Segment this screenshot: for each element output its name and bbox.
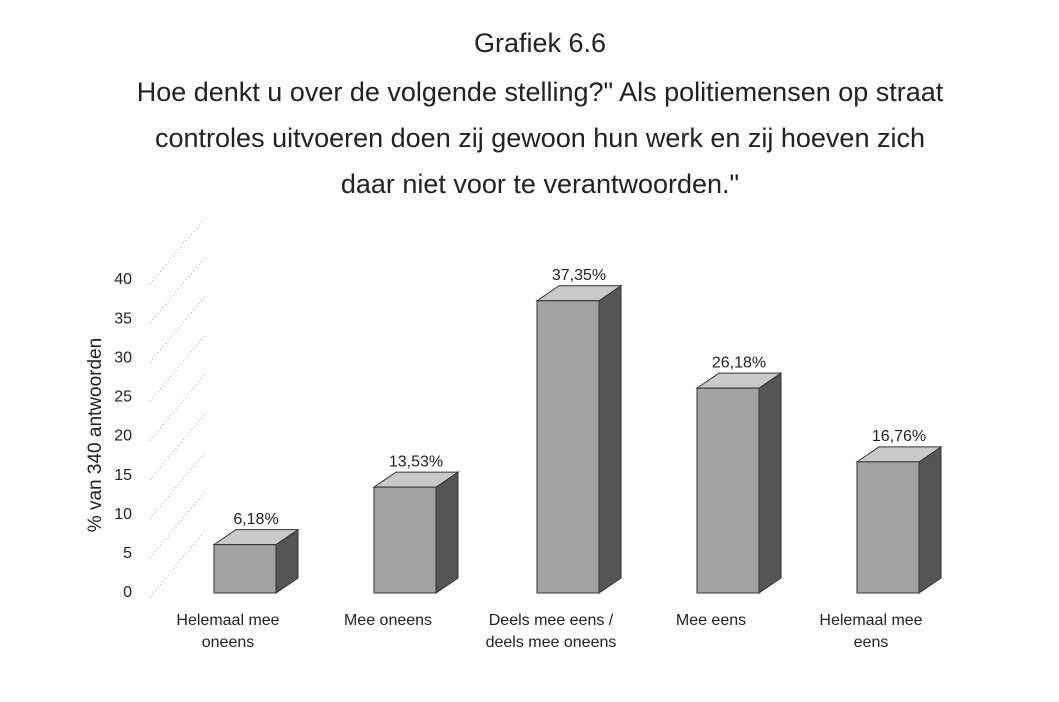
data-label: 6,18%: [233, 511, 278, 528]
bar: [856, 461, 920, 594]
bar: [373, 486, 437, 594]
grid-line: [149, 491, 206, 559]
y-tick-label: 15: [114, 467, 132, 484]
x-tick-label: Deels mee eens / deels mee oneens: [485, 612, 617, 651]
bar-side: [598, 284, 622, 594]
x-tick-label: Mee eens: [675, 612, 747, 629]
y-tick-label: 0: [123, 584, 132, 601]
grid-line: [149, 452, 206, 520]
chart-subtitle: Hoe denkt u over de volgende stelling?" …: [136, 77, 944, 199]
grid-line: [149, 256, 206, 324]
data-label: 16,76%: [872, 428, 926, 445]
bar-side: [758, 372, 782, 594]
grid-line: [149, 530, 206, 598]
bar-side: [918, 445, 942, 594]
data-label: 26,18%: [712, 354, 766, 371]
grid-line: [149, 335, 206, 402]
chart-title: Grafiek 6.6: [473, 28, 607, 58]
bar: [536, 300, 600, 594]
grid-line: [149, 413, 206, 480]
x-tick-label: Helemaal mee oneens: [176, 612, 280, 651]
y-tick-label: 20: [114, 428, 132, 445]
x-tick-label: Mee oneens: [343, 612, 433, 629]
y-tick-label: 10: [114, 506, 132, 523]
data-label: 13,53%: [389, 453, 443, 470]
grid-line: [149, 295, 206, 363]
y-tick-label: 30: [114, 349, 132, 366]
y-axis-label: % van 340 antwoorden: [85, 338, 106, 532]
y-tick-label: 35: [114, 310, 132, 327]
y-tick-label: 40: [114, 271, 132, 288]
y-tick-label: 25: [114, 389, 132, 406]
data-label: 37,35%: [552, 267, 606, 284]
grid-line: [149, 217, 206, 285]
x-tick-label: Helemaal mee eens: [819, 612, 923, 651]
bar-side: [435, 471, 459, 594]
y-tick-label: 5: [123, 545, 132, 562]
grid-line: [149, 374, 206, 441]
bar: [696, 387, 760, 594]
bar: [213, 544, 277, 594]
